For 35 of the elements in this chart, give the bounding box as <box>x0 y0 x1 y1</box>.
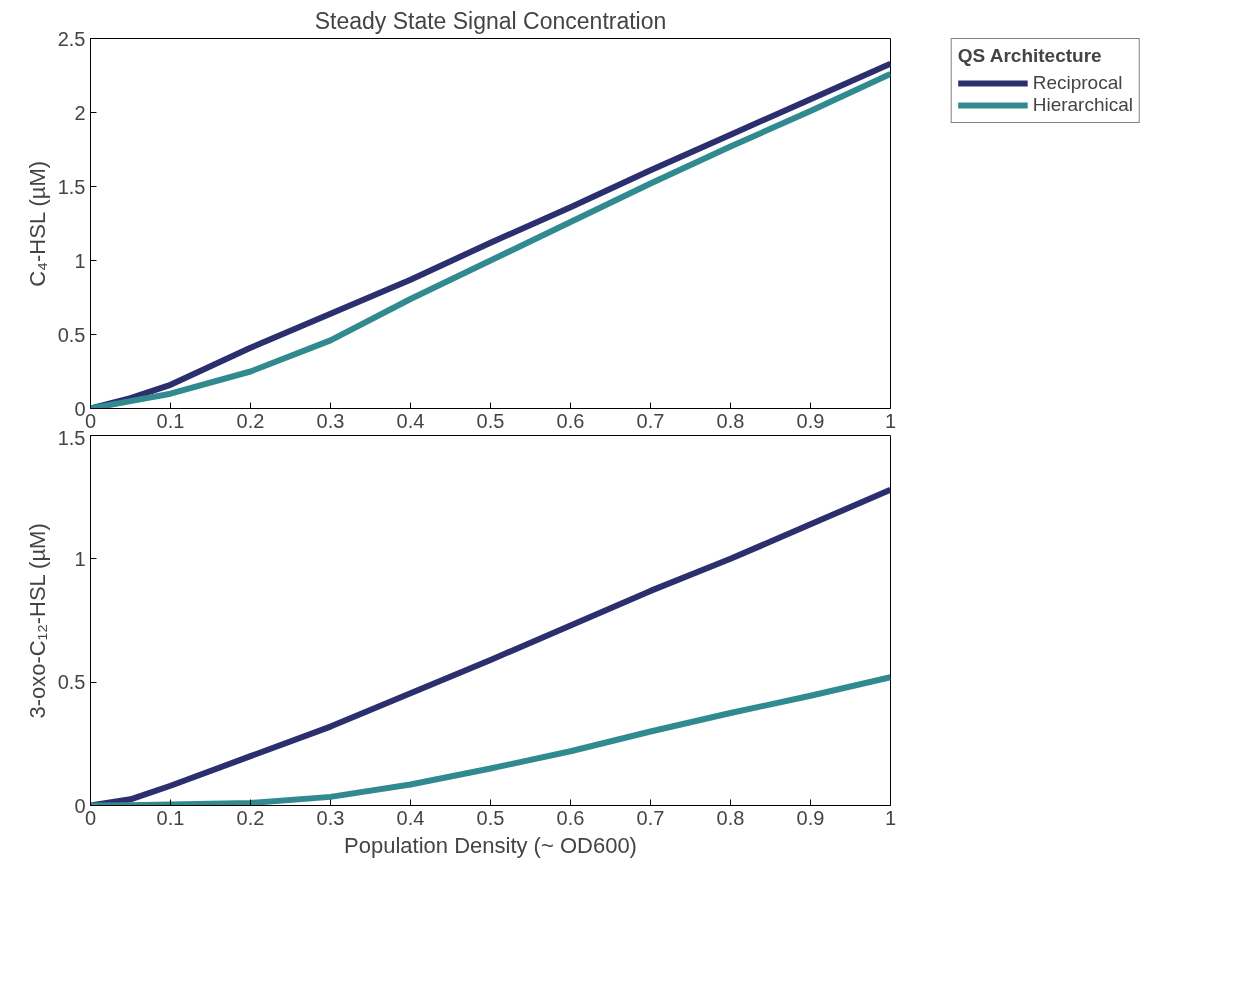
x-tick-label: 0.3 <box>316 806 345 829</box>
x-tick-label: 0.9 <box>796 409 825 432</box>
y-tick-label: 1 <box>74 547 86 570</box>
x-tick-label: 0.2 <box>236 806 265 829</box>
x-tick-label: 0.9 <box>796 806 825 829</box>
y-tick-label: 0.5 <box>57 671 86 694</box>
x-tick-label: 0.8 <box>716 806 745 829</box>
x-tick-label: 0.8 <box>716 409 745 432</box>
legend-label: Reciprocal <box>1032 72 1123 94</box>
x-tick-label: 0.5 <box>476 806 505 829</box>
x-tick-label: 0.4 <box>396 409 425 432</box>
x-tick-label: 0.2 <box>236 409 265 432</box>
x-tick-label: 0.7 <box>636 806 665 829</box>
x-tick-label: 0.3 <box>316 409 345 432</box>
y-tick-label: 2 <box>74 101 86 124</box>
legend-label: Hierarchical <box>1032 94 1133 116</box>
y-tick-label: 1.5 <box>57 426 86 449</box>
x-tick-label: 0.1 <box>156 409 185 432</box>
y-axis-title: C₄-HSL (µM) <box>24 160 50 287</box>
x-tick-label: 0.4 <box>396 806 425 829</box>
x-tick-label: 1 <box>884 806 897 829</box>
x-tick-label: 0.7 <box>636 409 665 432</box>
y-tick-label: 0.5 <box>57 323 86 346</box>
y-tick-label: 1.5 <box>57 175 86 198</box>
legend-title: QS Architecture <box>957 45 1103 67</box>
x-tick-label: 0.1 <box>156 806 185 829</box>
y-tick-label: 1 <box>74 249 86 272</box>
x-tick-label: 0.6 <box>556 806 585 829</box>
x-tick-label: 0.5 <box>476 409 505 432</box>
chart-title: Steady State Signal Concentration <box>314 7 667 34</box>
x-axis-title: Population Density (~ OD600) <box>344 832 637 858</box>
x-tick-label: 1 <box>884 409 897 432</box>
y-axis-title: 3-oxo-C₁₂-HSL (µM) <box>24 523 50 719</box>
x-tick-label: 0.6 <box>556 409 585 432</box>
y-tick-label: 2.5 <box>57 27 86 50</box>
